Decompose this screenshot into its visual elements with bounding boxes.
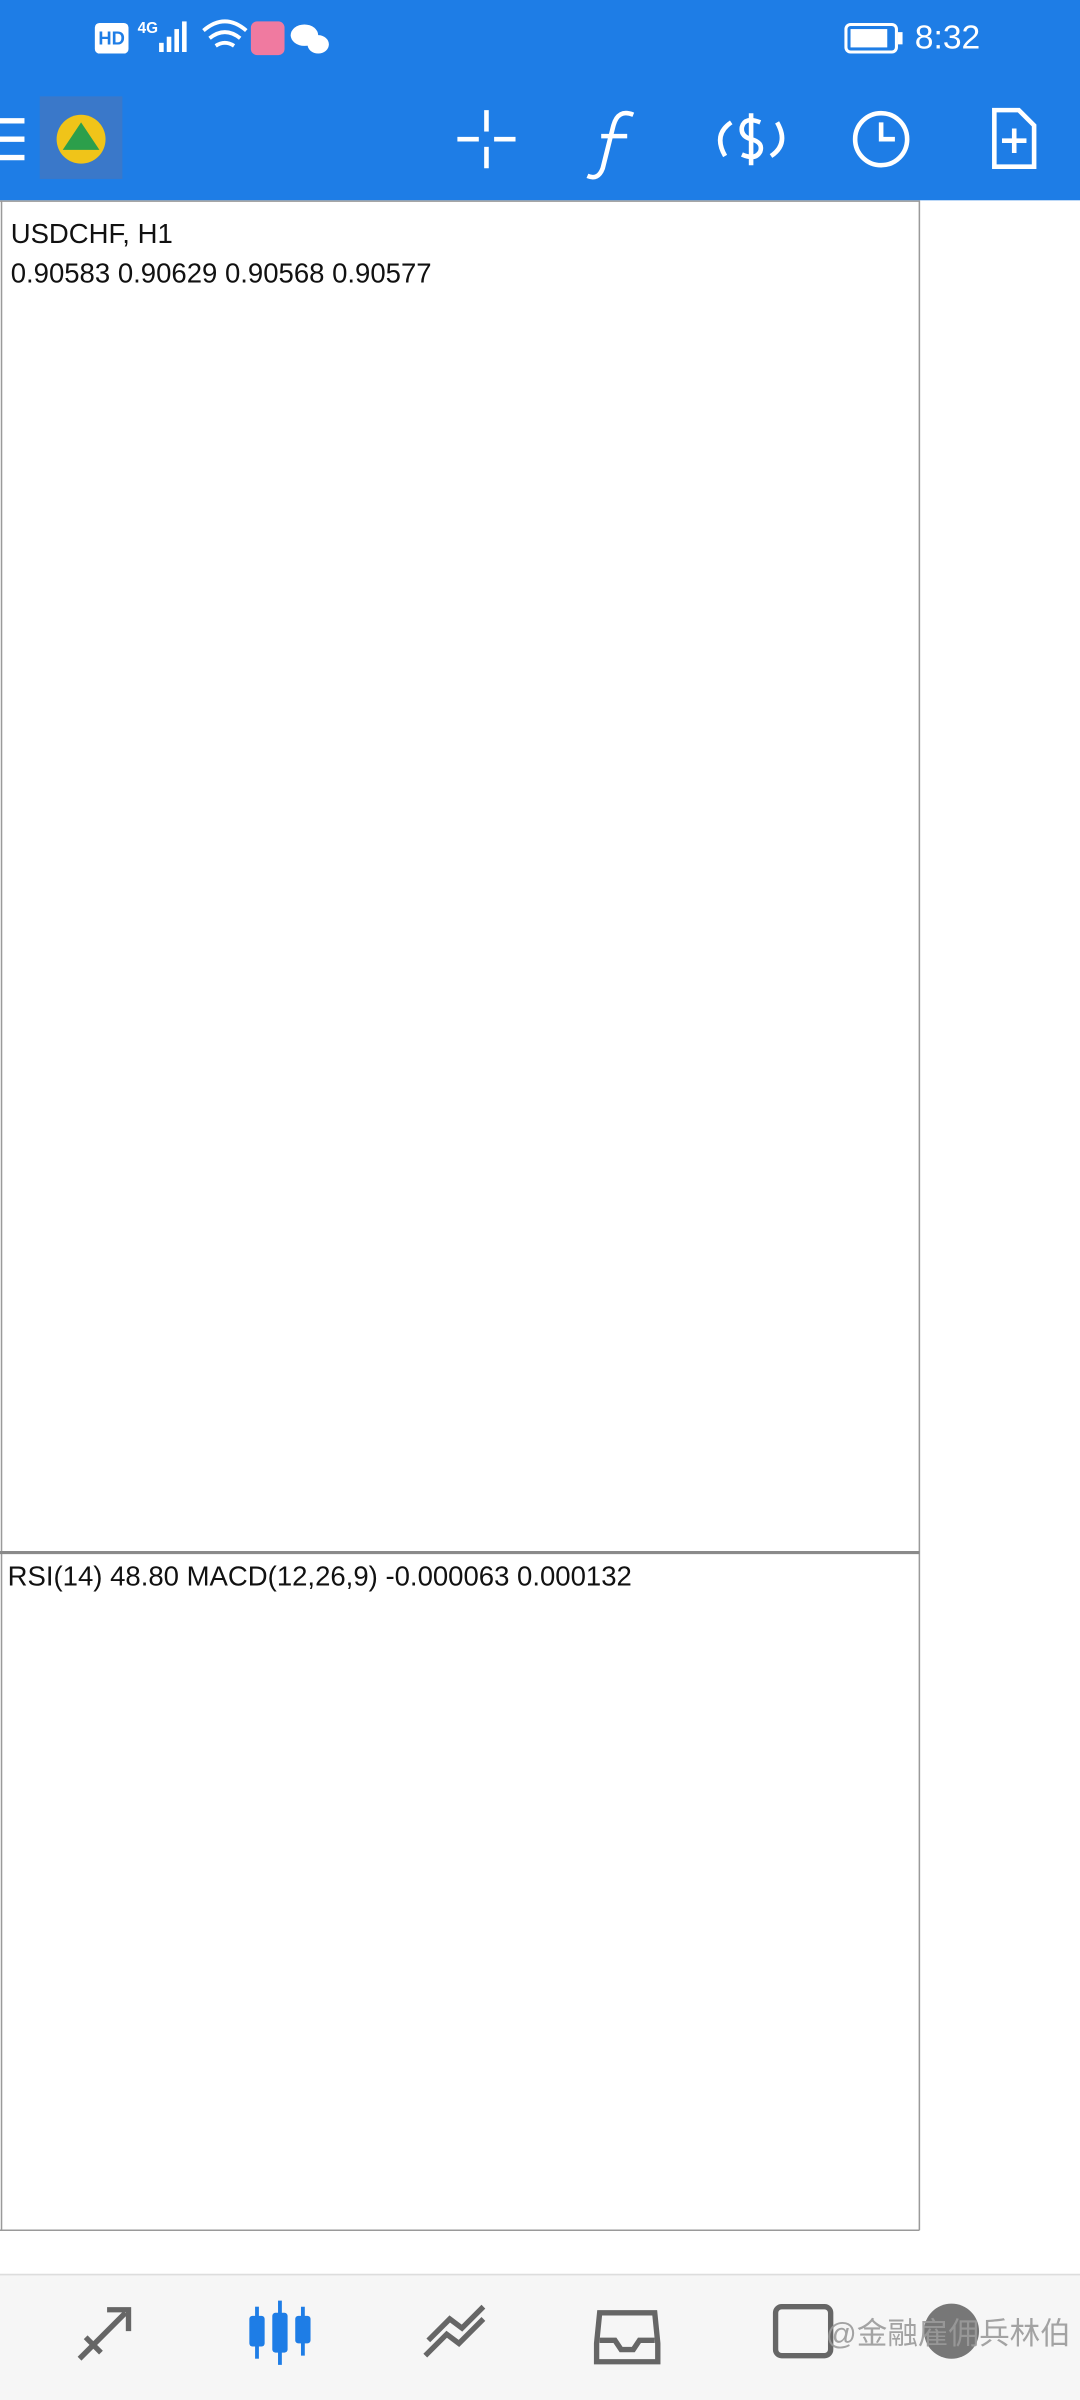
- signal-value: 0.000132: [517, 1561, 632, 1592]
- app-logo[interactable]: [39, 96, 123, 179]
- status-bar: HD 4G 8:32: [94, 19, 980, 57]
- battery-tip: [897, 32, 903, 45]
- rsi-name: RSI(14): [8, 1561, 103, 1592]
- watermark: @金融雇佣兵林伯: [826, 2317, 1071, 2351]
- trade-tab[interactable]: [423, 2304, 486, 2358]
- settings-tab[interactable]: [923, 2303, 980, 2359]
- menu-button[interactable]: [0, 118, 25, 161]
- messages-tab[interactable]: [772, 2304, 834, 2359]
- symbol-label: USDCHF, H1: [11, 218, 173, 249]
- app-notification-icon: [250, 21, 285, 56]
- macd-name: MACD(12,26,9): [187, 1561, 378, 1592]
- trade-button[interactable]: [717, 113, 785, 166]
- new-order-button[interactable]: [992, 107, 1037, 170]
- network-text: 4G: [138, 20, 158, 37]
- chart-area: [0, 200, 1080, 2275]
- toolbar: [0, 96, 1037, 180]
- signal-icon: [159, 21, 187, 53]
- wechat-icon: [290, 24, 329, 54]
- crosshair-button[interactable]: [457, 110, 516, 169]
- indicators-button[interactable]: [586, 110, 635, 180]
- quote-open: 0.90583: [11, 258, 110, 289]
- hd-badge: [94, 22, 129, 54]
- battery-icon: [844, 22, 898, 54]
- wifi-icon: [202, 19, 248, 48]
- ohlc-quote: 0.90583 0.90629 0.90568 0.90577: [11, 258, 432, 289]
- battery-level: [850, 29, 888, 48]
- chart-tab[interactable]: [249, 2300, 311, 2365]
- history-tab[interactable]: [593, 2310, 661, 2365]
- rsi-value: 48.80: [110, 1561, 179, 1592]
- bottom-nav: [0, 2274, 1080, 2400]
- history-button[interactable]: [852, 110, 910, 168]
- indicator-legend: RSI(14) 48.80 MACD(12,26,9) -0.000063 0.…: [8, 1561, 632, 1592]
- quote-high: 0.90629: [118, 258, 217, 289]
- macd-value: -0.000063: [385, 1561, 509, 1592]
- clock: 8:32: [915, 20, 980, 57]
- quotes-tab[interactable]: [77, 2307, 132, 2361]
- quote-low: 0.90568: [225, 258, 324, 289]
- hd-text: HD: [98, 28, 125, 49]
- quote-close: 0.90577: [332, 258, 431, 289]
